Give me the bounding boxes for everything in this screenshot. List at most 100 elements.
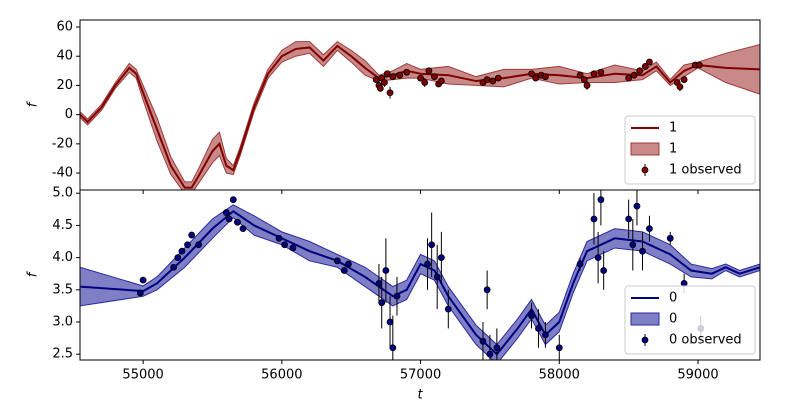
observed-point	[680, 279, 688, 287]
observed-point	[597, 68, 605, 76]
legend-band	[630, 142, 660, 156]
y-tick-label: -20	[52, 136, 73, 151]
observed-point	[170, 263, 178, 271]
observed-point	[666, 234, 674, 242]
observed-point	[281, 241, 289, 249]
observed-point	[676, 83, 684, 91]
observed-point	[275, 234, 283, 242]
observed-point	[695, 61, 703, 69]
observed-point	[594, 254, 602, 262]
observed-point	[576, 71, 584, 79]
observed-point	[630, 71, 638, 79]
observed-point	[372, 76, 380, 83]
axes-frame	[79, 189, 761, 361]
observed-point	[139, 276, 147, 284]
plot-area	[80, 40, 760, 190]
y-tick-label: -40	[52, 166, 73, 181]
legend-label: 0	[669, 312, 677, 327]
observed-point	[424, 260, 431, 268]
observed-point	[542, 331, 549, 339]
observed-point	[625, 74, 633, 82]
observed-point	[417, 74, 424, 82]
observed-point	[174, 254, 182, 262]
observed-point	[528, 312, 535, 319]
observed-point	[532, 74, 540, 82]
legend-point	[641, 336, 649, 344]
observed-point	[340, 267, 348, 274]
observed-point	[386, 89, 394, 97]
observed-point	[383, 70, 391, 78]
line	[80, 44, 760, 189]
observed-point	[646, 225, 653, 233]
observed-point	[375, 279, 383, 287]
observed-point	[583, 82, 591, 89]
observed-point	[483, 286, 491, 294]
observed-point	[633, 202, 641, 210]
x-axis-label: t	[417, 388, 423, 400]
x-tick-label: 56000	[261, 368, 302, 383]
observed-point	[437, 254, 445, 262]
y-tick-label: 3.0	[52, 315, 73, 330]
observed-point	[136, 289, 144, 297]
observed-point	[680, 76, 688, 83]
observed-point	[597, 196, 605, 204]
observed-point	[580, 76, 588, 83]
line	[80, 209, 760, 356]
observed-point	[641, 63, 649, 70]
observed-point	[234, 218, 241, 226]
observed-point	[494, 74, 502, 82]
observed-point	[486, 350, 494, 358]
observed-point	[646, 58, 653, 66]
y-tick-label: 5.0	[52, 186, 73, 201]
legend-label: 0	[669, 291, 677, 306]
y-tick-label: 4.0	[52, 250, 73, 265]
plot-area	[80, 190, 760, 360]
observed-point	[289, 244, 297, 252]
observed-point	[479, 337, 487, 345]
observed-point	[590, 215, 598, 223]
observed-point	[629, 241, 637, 249]
observed-point	[378, 299, 386, 307]
legend-point	[641, 166, 649, 174]
x-tick-label: 57000	[400, 368, 441, 383]
y-axis-label: f	[26, 100, 41, 107]
observed-point	[229, 196, 237, 204]
observed-point	[345, 260, 352, 268]
legend-label: 1 observed	[669, 163, 742, 178]
observed-point	[225, 215, 233, 223]
observed-point	[535, 325, 542, 332]
observed-point	[555, 344, 563, 352]
observed-point	[421, 79, 429, 86]
observed-point	[381, 79, 388, 86]
observed-point	[396, 71, 404, 79]
observed-point	[600, 267, 608, 274]
observed-point	[178, 247, 186, 255]
observed-point	[431, 73, 438, 81]
legend-label: 1	[669, 142, 677, 157]
observed-point	[376, 84, 384, 92]
observed-point	[386, 318, 394, 326]
y-axis-label: f	[26, 270, 41, 277]
observed-point	[639, 247, 646, 255]
observed-point	[403, 68, 411, 76]
observed-point	[636, 67, 644, 75]
x-tick-label: 59000	[677, 368, 718, 383]
legend-band	[630, 312, 660, 326]
observed-point	[188, 231, 196, 239]
observed-point	[195, 241, 203, 249]
observed-point	[576, 260, 584, 268]
observed-point	[437, 77, 445, 85]
legend-box	[624, 115, 756, 185]
observed-point	[222, 209, 230, 216]
observed-point	[444, 305, 452, 313]
y-tick-label: 2.5	[52, 347, 73, 362]
observed-point	[184, 241, 191, 249]
legend: 0 0 0 observed	[624, 285, 756, 355]
legend-label: 0 observed	[669, 333, 742, 348]
observed-point	[428, 241, 436, 249]
confidence-band	[80, 40, 760, 190]
legend: 1 1 1 observed	[624, 115, 756, 185]
y-tick-label: 0	[65, 107, 73, 122]
observed-point	[528, 70, 535, 78]
